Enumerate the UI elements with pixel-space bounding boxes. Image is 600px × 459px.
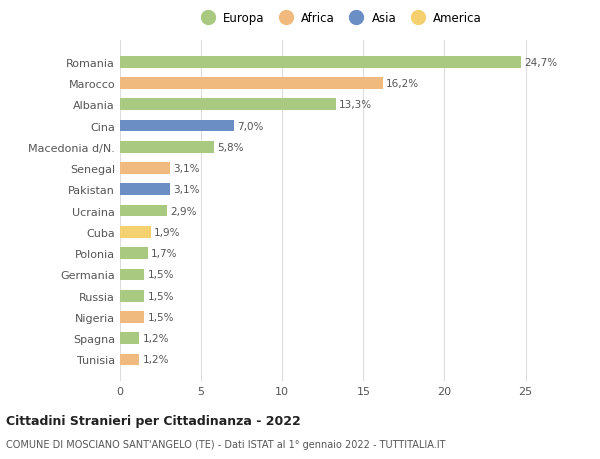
Text: COMUNE DI MOSCIANO SANT'ANGELO (TE) - Dati ISTAT al 1° gennaio 2022 - TUTTITALIA: COMUNE DI MOSCIANO SANT'ANGELO (TE) - Da…: [6, 440, 445, 449]
Bar: [120, 333, 139, 344]
Text: 1,2%: 1,2%: [143, 334, 169, 343]
Bar: [120, 120, 233, 132]
Text: 1,9%: 1,9%: [154, 227, 181, 237]
Text: Cittadini Stranieri per Cittadinanza - 2022: Cittadini Stranieri per Cittadinanza - 2…: [6, 414, 301, 428]
Bar: [120, 354, 139, 365]
Legend: Europa, Africa, Asia, America: Europa, Africa, Asia, America: [194, 10, 484, 28]
Text: 7,0%: 7,0%: [237, 121, 263, 131]
Text: 1,7%: 1,7%: [151, 249, 178, 258]
Bar: [120, 205, 167, 217]
Bar: [120, 142, 214, 153]
Bar: [120, 78, 383, 90]
Text: 5,8%: 5,8%: [217, 142, 244, 152]
Bar: [120, 290, 145, 302]
Bar: [120, 99, 336, 111]
Bar: [120, 248, 148, 259]
Text: 2,9%: 2,9%: [170, 206, 197, 216]
Bar: [120, 227, 151, 238]
Text: 16,2%: 16,2%: [386, 79, 419, 89]
Text: 1,5%: 1,5%: [148, 291, 174, 301]
Bar: [120, 57, 521, 68]
Text: 3,1%: 3,1%: [173, 164, 200, 174]
Text: 13,3%: 13,3%: [339, 100, 372, 110]
Text: 24,7%: 24,7%: [524, 57, 557, 67]
Text: 1,5%: 1,5%: [148, 312, 174, 322]
Text: 1,5%: 1,5%: [148, 270, 174, 280]
Text: 1,2%: 1,2%: [143, 355, 169, 365]
Bar: [120, 184, 170, 196]
Text: 3,1%: 3,1%: [173, 185, 200, 195]
Bar: [120, 269, 145, 280]
Bar: [120, 163, 170, 174]
Bar: [120, 311, 145, 323]
